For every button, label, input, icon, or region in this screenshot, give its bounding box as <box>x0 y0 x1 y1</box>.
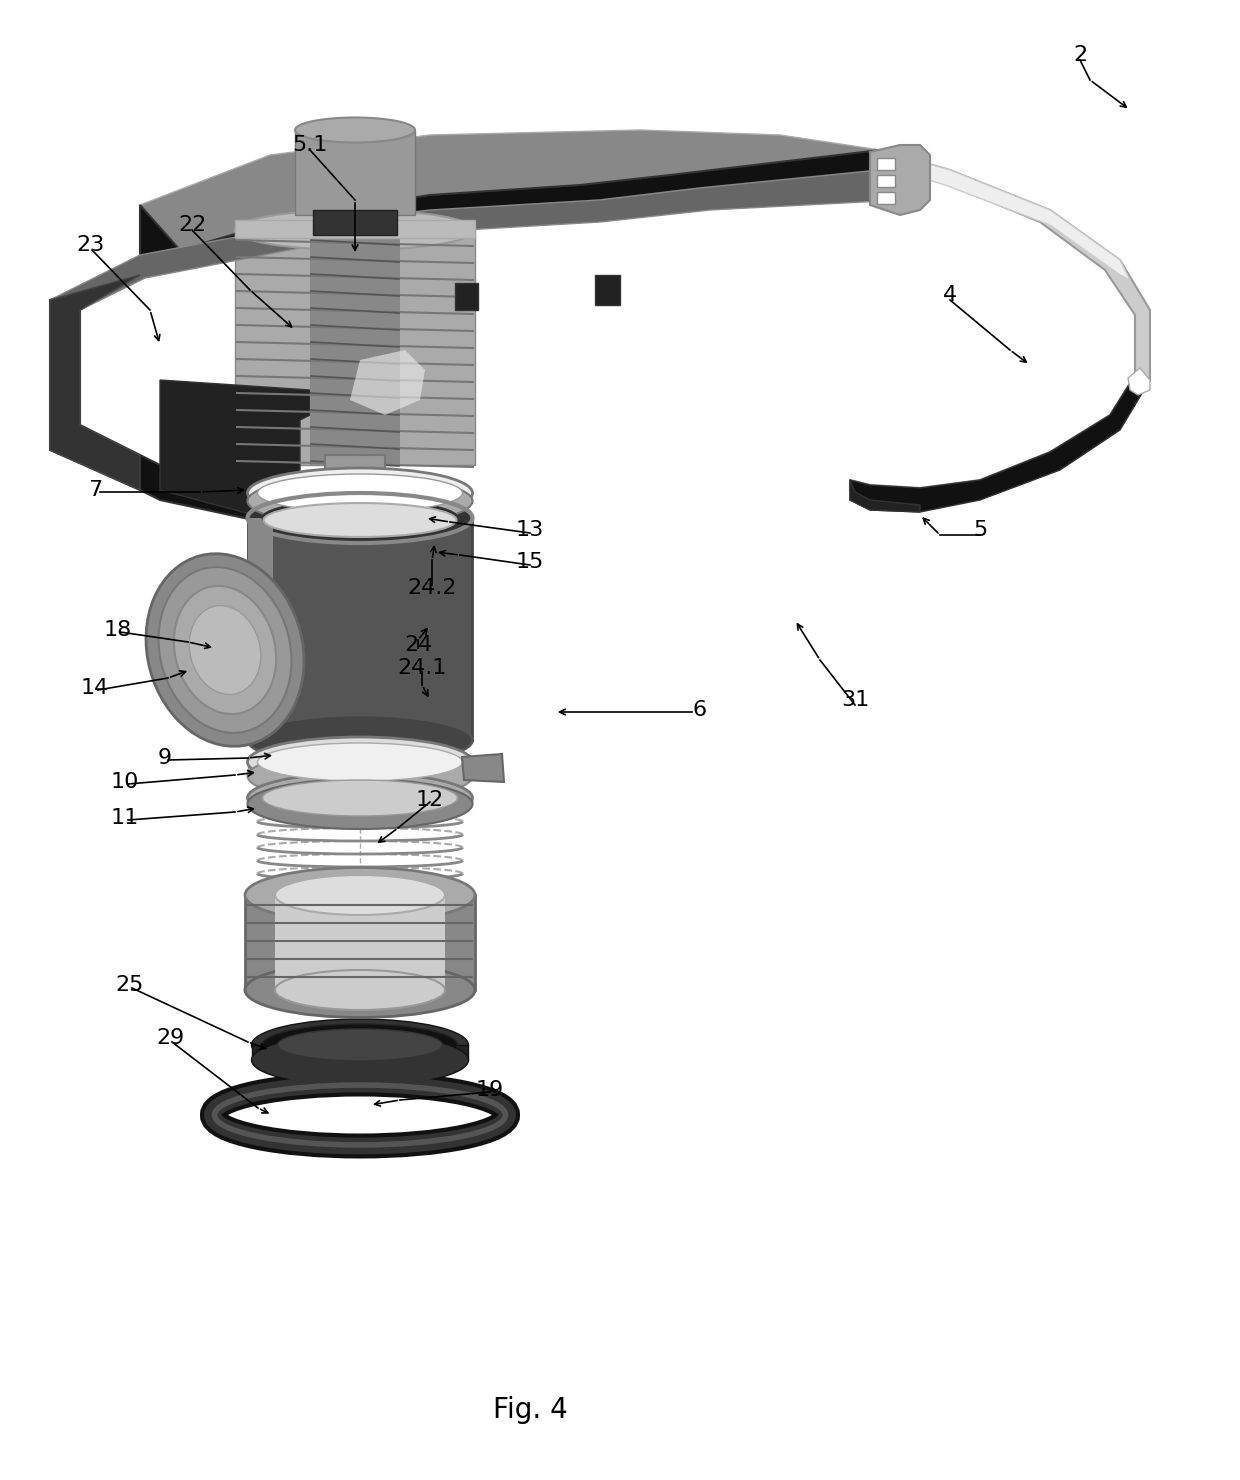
Text: 2: 2 <box>1073 44 1087 65</box>
Text: 25: 25 <box>115 975 144 995</box>
Text: 18: 18 <box>104 620 133 639</box>
Ellipse shape <box>263 503 456 537</box>
Text: 15: 15 <box>516 552 544 571</box>
Text: 24: 24 <box>404 635 432 656</box>
Ellipse shape <box>248 493 472 543</box>
Polygon shape <box>50 149 900 530</box>
Polygon shape <box>140 130 880 250</box>
Ellipse shape <box>258 474 463 512</box>
Polygon shape <box>350 349 425 414</box>
Text: 23: 23 <box>76 235 104 255</box>
Ellipse shape <box>248 750 472 801</box>
Polygon shape <box>325 454 384 475</box>
Polygon shape <box>595 275 620 305</box>
Polygon shape <box>252 1045 467 1060</box>
Ellipse shape <box>236 210 475 250</box>
Polygon shape <box>248 762 472 776</box>
Ellipse shape <box>248 737 472 787</box>
Ellipse shape <box>252 1035 469 1086</box>
Polygon shape <box>849 149 1149 500</box>
Ellipse shape <box>174 586 277 715</box>
Polygon shape <box>295 130 415 215</box>
Text: 29: 29 <box>156 1029 184 1048</box>
Ellipse shape <box>248 468 472 518</box>
Polygon shape <box>455 283 477 309</box>
Polygon shape <box>877 175 895 186</box>
Polygon shape <box>849 374 1149 512</box>
Polygon shape <box>248 518 472 740</box>
Ellipse shape <box>278 1029 443 1061</box>
Ellipse shape <box>248 778 472 829</box>
Ellipse shape <box>248 477 472 525</box>
Text: 24.1: 24.1 <box>397 659 446 678</box>
Polygon shape <box>275 895 445 990</box>
Polygon shape <box>463 753 503 781</box>
Polygon shape <box>1128 369 1149 395</box>
Text: 31: 31 <box>841 690 869 710</box>
Text: 5.1: 5.1 <box>293 135 327 155</box>
Text: 22: 22 <box>177 215 206 235</box>
Ellipse shape <box>252 1020 469 1072</box>
Ellipse shape <box>246 867 475 922</box>
Text: 7: 7 <box>88 480 102 500</box>
Polygon shape <box>248 518 273 740</box>
Ellipse shape <box>263 500 458 536</box>
Ellipse shape <box>263 780 458 815</box>
Polygon shape <box>246 895 475 990</box>
Text: Fig. 4: Fig. 4 <box>492 1396 568 1424</box>
Text: 19: 19 <box>476 1080 505 1100</box>
Text: 10: 10 <box>110 773 139 792</box>
Polygon shape <box>253 625 293 645</box>
Ellipse shape <box>246 962 475 1018</box>
Polygon shape <box>849 480 920 512</box>
Polygon shape <box>312 210 397 235</box>
Polygon shape <box>160 380 310 530</box>
Ellipse shape <box>190 605 260 694</box>
Polygon shape <box>880 149 1130 280</box>
Polygon shape <box>50 275 140 490</box>
Text: 6: 6 <box>693 700 707 719</box>
Text: 4: 4 <box>942 286 957 305</box>
Polygon shape <box>310 229 401 465</box>
Polygon shape <box>877 158 895 170</box>
Polygon shape <box>50 170 920 320</box>
Polygon shape <box>236 221 475 238</box>
Ellipse shape <box>275 875 445 915</box>
Ellipse shape <box>275 969 445 1009</box>
Ellipse shape <box>146 554 304 746</box>
Polygon shape <box>248 798 472 804</box>
Text: 12: 12 <box>415 790 444 810</box>
Ellipse shape <box>258 743 463 781</box>
Polygon shape <box>236 229 475 465</box>
Text: 11: 11 <box>110 808 139 827</box>
Text: 24.2: 24.2 <box>407 579 456 598</box>
Text: 5: 5 <box>973 519 987 540</box>
Text: 13: 13 <box>516 519 544 540</box>
Polygon shape <box>877 192 895 204</box>
Text: 14: 14 <box>81 678 109 699</box>
Ellipse shape <box>295 117 415 142</box>
Ellipse shape <box>263 1024 458 1066</box>
Polygon shape <box>248 493 472 502</box>
Ellipse shape <box>159 567 291 733</box>
Text: 9: 9 <box>157 747 172 768</box>
Ellipse shape <box>248 715 472 765</box>
Ellipse shape <box>248 773 472 823</box>
Polygon shape <box>870 145 930 215</box>
